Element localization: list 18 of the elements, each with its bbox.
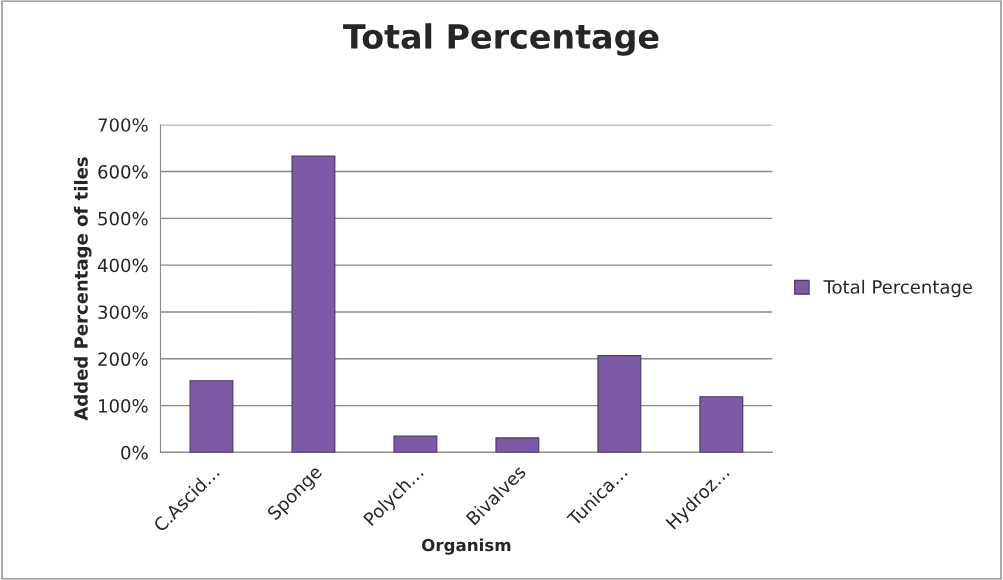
bar <box>291 155 336 453</box>
bar <box>495 437 540 453</box>
y-tick-label: 200% <box>98 352 148 366</box>
y-tick-label: 400% <box>97 258 148 273</box>
legend-label: Total Percentage <box>823 279 973 298</box>
y-tick-label: 300% <box>98 305 148 320</box>
bar <box>189 380 234 453</box>
y-tick-label: 700% <box>98 118 148 132</box>
x-axis-title: Organism <box>422 538 511 555</box>
bar <box>393 435 438 453</box>
y-axis-title: Added Percentage of tiles <box>73 157 92 421</box>
bar <box>597 354 642 453</box>
chart-title: Total Percentage <box>343 23 659 56</box>
bar <box>699 396 744 453</box>
y-tick-label: 100% <box>99 399 148 413</box>
y-tick-label: 600% <box>98 164 148 179</box>
y-tick-label: 500% <box>98 211 148 226</box>
y-tick-label: 0% <box>121 445 148 460</box>
